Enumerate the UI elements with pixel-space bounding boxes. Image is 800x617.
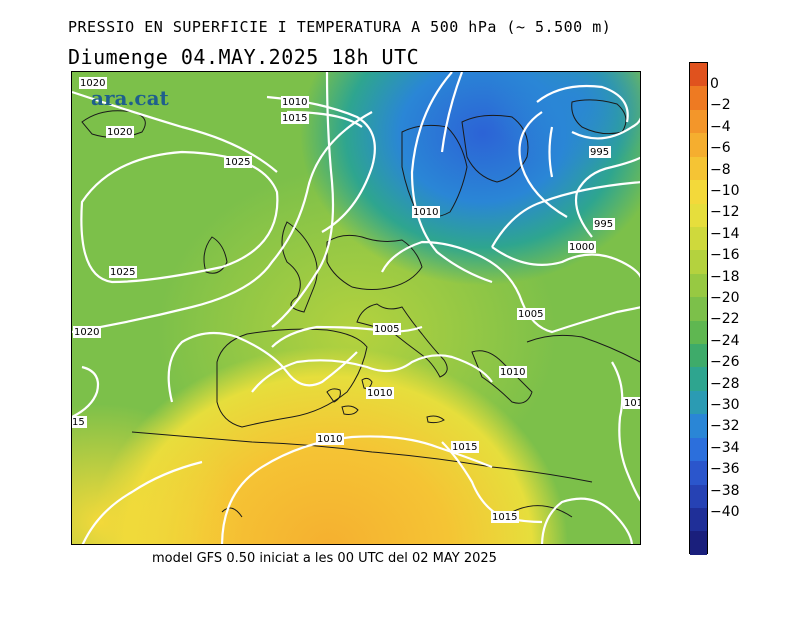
isobar-label: 1020 xyxy=(80,78,105,89)
isobar-label: 1005 xyxy=(374,324,399,335)
isobar-label-group: 1020 1010 1015 1020 1025 1025 1020 995 9… xyxy=(72,77,641,523)
colorbar-label: −32 xyxy=(710,418,740,435)
colorbar-label: −40 xyxy=(710,504,740,520)
colorbar-label: −16 xyxy=(710,247,740,264)
colorbar-segment xyxy=(690,203,707,227)
colorbar-label: −34 xyxy=(710,439,740,456)
isobar-label: 1000 xyxy=(569,242,594,253)
colorbar-label: −38 xyxy=(710,482,740,499)
colorbar-label: −6 xyxy=(710,140,731,157)
colorbar-label: −14 xyxy=(710,225,740,242)
colorbar-segment xyxy=(690,461,707,485)
colorbar-segment xyxy=(690,63,707,87)
colorbar-segment xyxy=(690,156,707,181)
weather-map: 1020 1010 1015 1020 1025 1025 1020 995 9… xyxy=(71,71,641,545)
isobar-label: 1025 xyxy=(225,157,250,168)
colorbar-label: −36 xyxy=(710,461,740,478)
isobar-label: 1015 xyxy=(452,442,477,453)
isobar-label: 1025 xyxy=(110,267,135,278)
colorbar-segment xyxy=(690,320,707,345)
colorbar-label: −2 xyxy=(710,97,731,114)
map-canvas: 1020 1010 1015 1020 1025 1025 1020 995 9… xyxy=(72,72,641,544)
colorbar-segment xyxy=(690,437,707,462)
isobar-label: 15 xyxy=(72,417,85,428)
colorbar-label: −20 xyxy=(710,290,740,306)
colorbar-label: −26 xyxy=(710,354,740,371)
colorbar-segment xyxy=(690,414,707,438)
isobar-lines xyxy=(72,72,640,544)
isobar-label: 1015 xyxy=(282,113,307,124)
isobar-label: 1010 xyxy=(317,434,342,445)
colorbar-segment xyxy=(690,367,707,391)
isobar-label: 995 xyxy=(594,219,613,230)
isobar-label: 1010 xyxy=(500,367,525,378)
map-date: Diumenge 04.MAY.2025 18h UTC xyxy=(68,45,420,69)
colorbar-segment xyxy=(690,86,707,110)
colorbar-segment xyxy=(690,250,707,274)
colorbar-label: −10 xyxy=(710,183,740,199)
isobar-label: 1010 xyxy=(413,207,438,218)
isobar-label: 1005 xyxy=(518,309,543,320)
ara-cat-logo: ara.cat xyxy=(91,86,169,110)
colorbar-segment xyxy=(690,344,707,368)
colorbar-label: −18 xyxy=(710,268,740,285)
colorbar-label: −22 xyxy=(710,311,740,328)
colorbar-segment xyxy=(690,531,707,555)
isobar-label: 995 xyxy=(590,147,609,158)
colorbar-segment xyxy=(690,484,707,509)
colorbar-label: −4 xyxy=(710,118,731,135)
colorbar-label: −24 xyxy=(710,332,740,349)
isobar-label: 1010 xyxy=(282,97,307,108)
model-run-info: model GFS 0.50 iniciat a les 00 UTC del … xyxy=(152,551,497,566)
colorbar-label: −12 xyxy=(710,204,740,221)
colorbar-segment xyxy=(690,390,707,415)
map-title: PRESSIO EN SUPERFICIE I TEMPERATURA A 50… xyxy=(68,18,612,36)
temperature-colorbar xyxy=(689,62,708,555)
colorbar-segment xyxy=(690,109,707,134)
isobar-label: 1015 xyxy=(492,512,517,523)
colorbar-label: −8 xyxy=(710,161,731,178)
colorbar-label: −30 xyxy=(710,397,740,413)
colorbar-segment xyxy=(690,297,707,321)
colorbar-segment xyxy=(690,273,707,298)
isobar-label: 1020 xyxy=(107,127,132,138)
colorbar-segment xyxy=(690,226,707,251)
isobar-label: 101 xyxy=(624,398,641,409)
colorbar-segment xyxy=(690,180,707,204)
colorbar-segment xyxy=(690,133,707,157)
isobar-label: 1010 xyxy=(367,388,392,399)
colorbar-segment xyxy=(690,508,707,532)
isobar-label: 1020 xyxy=(74,327,99,338)
colorbar-label: 0 xyxy=(710,76,719,92)
colorbar-label: −28 xyxy=(710,375,740,392)
